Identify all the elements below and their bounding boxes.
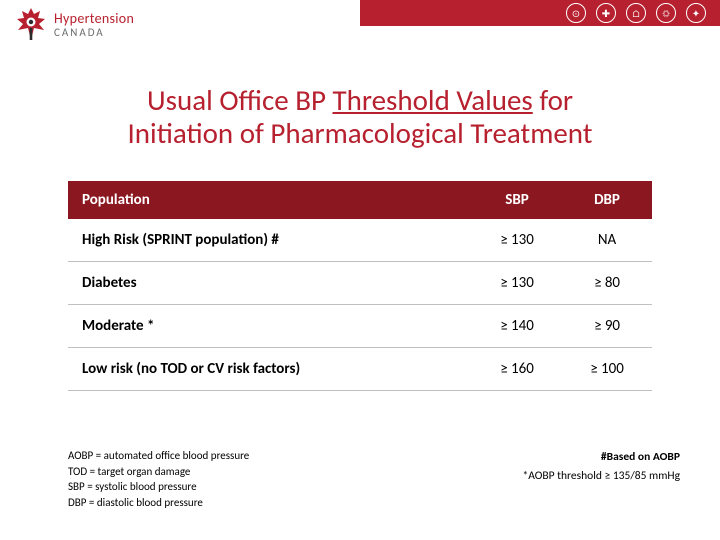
cell-sbp: ≥ 160: [472, 347, 562, 390]
col-sbp: SBP: [472, 181, 562, 219]
icon-strip: ⊙ ✚ ⌂ ☼ ✦: [360, 0, 720, 26]
slide-title: Usual Office BP Threshold Values for Ini…: [0, 84, 720, 151]
table-row: Moderate * ≥ 140 ≥ 90: [68, 304, 652, 347]
footnote-star: *AOBP threshold ≥ 135/85 mmHg: [523, 467, 681, 485]
cell-sbp: ≥ 130: [472, 261, 562, 304]
abbr-line: TOD = target organ damage: [68, 464, 249, 479]
brand-line1: Hypertension: [54, 12, 134, 26]
footnotes: #Based on AOBP *AOBP threshold ≥ 135/85 …: [523, 448, 681, 485]
table-row: Diabetes ≥ 130 ≥ 80: [68, 261, 652, 304]
cell-dbp: ≥ 100: [562, 347, 652, 390]
title-pre: Usual Office BP: [147, 82, 332, 118]
nav-icon-3: ⌂: [626, 3, 646, 23]
abbr-line: AOBP = automated office blood pressure: [68, 448, 249, 463]
brand-text: Hypertension CANADA: [54, 12, 134, 38]
nav-icon-5: ✦: [686, 3, 706, 23]
table-header-row: Population SBP DBP: [68, 181, 652, 219]
title-line2: Initiation of Pharmacological Treatment: [30, 117, 690, 150]
maple-leaf-icon: [14, 6, 48, 44]
cell-population: Diabetes: [68, 261, 472, 304]
brand-line2: CANADA: [54, 27, 134, 38]
title-underlined: Threshold Values: [333, 82, 533, 118]
cell-dbp: ≥ 90: [562, 304, 652, 347]
cell-dbp: ≥ 80: [562, 261, 652, 304]
cell-sbp: ≥ 130: [472, 219, 562, 262]
nav-icon-2: ✚: [596, 3, 616, 23]
cell-population: High Risk (SPRINT population) #: [68, 219, 472, 262]
col-population: Population: [68, 181, 472, 219]
title-post: for: [533, 82, 573, 118]
cell-population: Low risk (no TOD or CV risk factors): [68, 347, 472, 390]
nav-icon-1: ⊙: [566, 3, 586, 23]
cell-dbp: NA: [562, 219, 652, 262]
footer: AOBP = automated office blood pressure T…: [68, 448, 680, 510]
abbr-line: SBP = systolic blood pressure: [68, 479, 249, 494]
logo: Hypertension CANADA: [14, 6, 134, 44]
nav-icon-4: ☼: [656, 3, 676, 23]
threshold-table: Population SBP DBP High Risk (SPRINT pop…: [68, 181, 652, 391]
cell-sbp: ≥ 140: [472, 304, 562, 347]
abbreviations: AOBP = automated office blood pressure T…: [68, 448, 249, 510]
abbr-line: DBP = diastolic blood pressure: [68, 495, 249, 510]
col-dbp: DBP: [562, 181, 652, 219]
footnote-hash: #Based on AOBP: [523, 448, 681, 466]
table-row: High Risk (SPRINT population) # ≥ 130 NA: [68, 219, 652, 262]
table-row: Low risk (no TOD or CV risk factors) ≥ 1…: [68, 347, 652, 390]
cell-population: Moderate *: [68, 304, 472, 347]
